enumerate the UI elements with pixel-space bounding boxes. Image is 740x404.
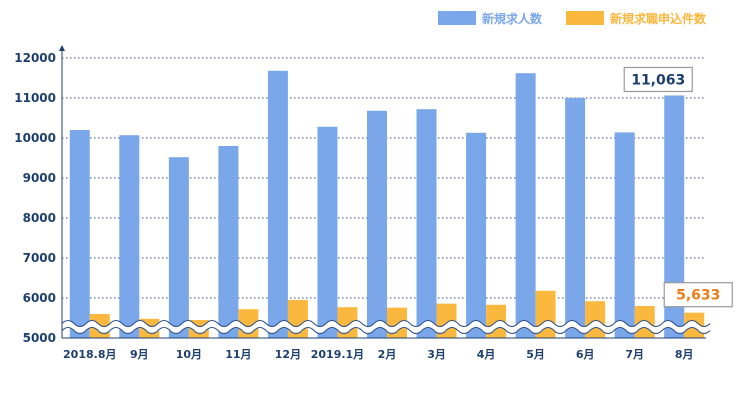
legend-swatch (566, 11, 604, 25)
bar-new-job-openings (614, 132, 635, 338)
legend-swatch (438, 11, 476, 25)
axis-break-line (61, 320, 711, 327)
bar-new-job-openings (515, 73, 536, 338)
callout-value: 5,633 (676, 288, 720, 304)
y-tick-label: 6000 (23, 291, 56, 305)
gridlines (62, 57, 706, 299)
x-tick-label: 11月 (225, 348, 251, 361)
x-tick-label: 8月 (675, 348, 694, 361)
axes: 12000 11000 10000 9000 8000 7000 6000 5000 2018.… (14, 45, 706, 361)
y-tick-label: 8000 (23, 211, 56, 225)
x-tick-label: 6月 (576, 348, 595, 361)
legend-label: 新規求職申込件数 (610, 11, 707, 26)
x-tick-label: 7月 (625, 348, 644, 361)
y-tick-label: 10000 (14, 131, 56, 145)
bar-new-job-openings (69, 130, 90, 338)
bar-new-job-openings (267, 70, 288, 339)
y-tick-label: 7000 (23, 251, 56, 265)
axis-break-line (61, 327, 711, 334)
x-tick-label: 4月 (477, 348, 496, 361)
callout-box (663, 282, 733, 308)
x-tick-label: 2018.8月 (63, 348, 116, 361)
bar-new-job-openings (367, 110, 387, 338)
x-tick-label: 12月 (275, 348, 301, 361)
x-tick-label: 3月 (427, 348, 446, 361)
y-tick-label: 11000 (14, 91, 56, 105)
bar-new-job-openings (317, 126, 338, 338)
legend-label: 新規求人数 (482, 11, 543, 26)
bar-new-job-openings (218, 146, 239, 338)
y-tick-label: 9000 (23, 171, 56, 185)
bar-new-job-openings (416, 109, 437, 338)
x-tick-label: 9月 (130, 348, 149, 361)
bar-new-job-openings (168, 157, 189, 338)
x-tick-label: 5月 (526, 348, 545, 361)
callout-box (623, 66, 693, 93)
callout-value: 11,063 (631, 72, 685, 88)
legend: 新規求人数 新規求職申込件数 (438, 11, 707, 26)
axis-break (59, 320, 713, 334)
y-tick-label: 5000 (23, 331, 56, 345)
y-tick-label: 12000 (14, 51, 56, 65)
x-tick-label: 2月 (378, 348, 397, 361)
x-tick-label: 2019.1月 (311, 348, 364, 361)
bar-new-job-openings (119, 135, 140, 338)
bars (69, 70, 705, 339)
x-tick-label: 10月 (176, 348, 202, 361)
bar-new-job-openings (565, 98, 586, 338)
axis-break-band (59, 321, 713, 333)
callouts: 11,063 5,633 (623, 66, 733, 308)
bar-new-job-openings (664, 95, 685, 338)
bar-new-job-openings (466, 132, 487, 338)
